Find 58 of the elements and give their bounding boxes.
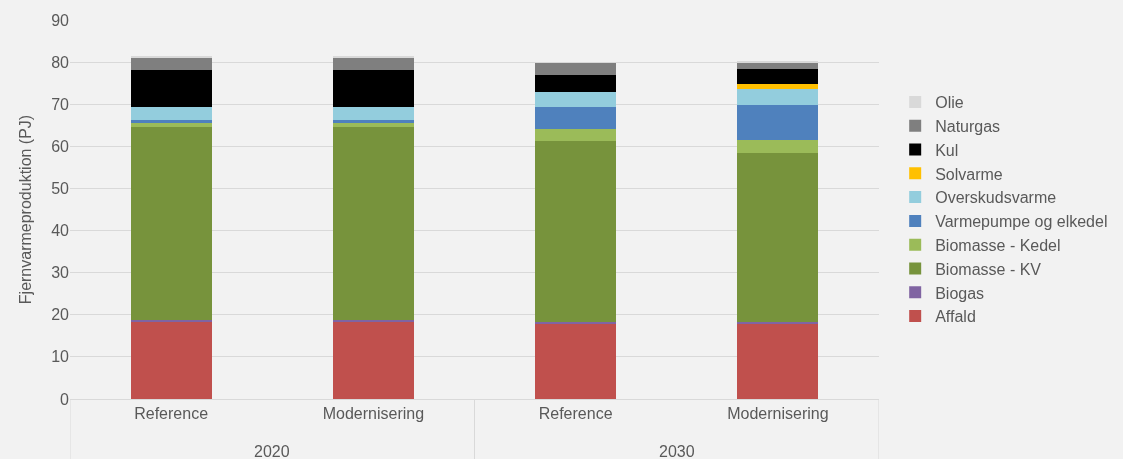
bar xyxy=(737,140,819,154)
bar xyxy=(535,75,617,92)
bar xyxy=(332,57,414,70)
bar xyxy=(535,128,617,141)
bar xyxy=(130,69,212,108)
x-tick-label: Modernisering xyxy=(727,405,829,423)
y-tick-label: 60 xyxy=(51,137,70,155)
bar xyxy=(332,119,414,123)
legend-label: Kul xyxy=(935,141,959,159)
bar xyxy=(737,323,819,399)
bar xyxy=(332,69,414,108)
y-tick-label: 50 xyxy=(51,180,70,198)
bar xyxy=(535,106,617,129)
y-tick-label: 70 xyxy=(51,95,70,113)
bar xyxy=(535,91,617,107)
x-tick-label: Modernisering xyxy=(322,405,425,423)
bar xyxy=(535,62,617,76)
text: 2030 xyxy=(659,443,695,459)
bar xyxy=(737,84,819,90)
y-axis-title: Fjernvarmeproduktion (PJ) xyxy=(17,114,35,305)
bar xyxy=(130,126,212,320)
bar xyxy=(535,323,617,399)
bar xyxy=(332,107,414,120)
bar xyxy=(332,122,414,127)
legend-label: Biogas xyxy=(935,284,985,302)
legend-label: Overskudsvarme xyxy=(935,189,1057,207)
legend-label: Biomasse - KV xyxy=(935,260,1042,278)
bar xyxy=(737,153,819,322)
bar xyxy=(332,321,414,399)
legend-label: Varmepumpe og elkedel xyxy=(935,213,1108,231)
legend-label: Naturgas xyxy=(935,117,1001,135)
bar xyxy=(130,319,212,322)
bar xyxy=(130,321,212,399)
legend-label: Affald xyxy=(935,308,976,326)
x-tick-label: Reference xyxy=(538,405,613,423)
bar xyxy=(535,140,617,322)
bar xyxy=(130,57,212,70)
bar xyxy=(332,126,414,320)
legend-label: Olie xyxy=(935,94,964,112)
x-tick-label: Reference xyxy=(134,405,209,423)
bar xyxy=(737,62,819,70)
y-tick-label: 10 xyxy=(51,348,70,366)
y-tick-label: 20 xyxy=(51,306,70,324)
bar xyxy=(737,105,819,141)
bar xyxy=(130,119,212,123)
bar xyxy=(130,107,212,120)
bar xyxy=(130,122,212,127)
legend-label: Biomasse - Kedel xyxy=(935,236,1061,254)
y-tick-label: 80 xyxy=(51,53,70,71)
y-tick-label: 0 xyxy=(60,390,70,408)
bar xyxy=(737,69,819,85)
text: 2020 xyxy=(254,443,290,459)
bar xyxy=(737,89,819,106)
y-tick-label: 90 xyxy=(51,11,70,29)
legend-label: Solvarme xyxy=(935,165,1003,183)
y-tick-label: 30 xyxy=(51,264,70,282)
y-tick-label: 40 xyxy=(51,222,70,240)
bar xyxy=(332,319,414,322)
